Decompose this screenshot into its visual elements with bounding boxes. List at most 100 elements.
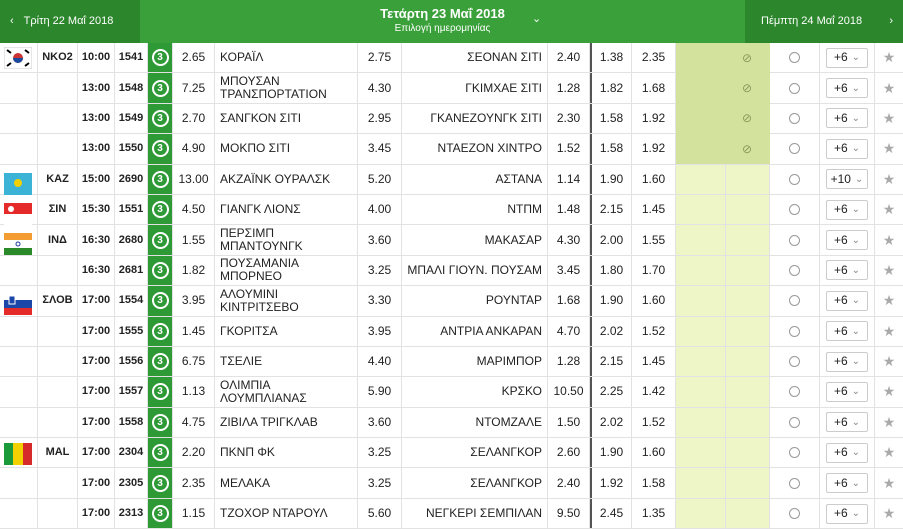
draw-odd[interactable]: 5.20 bbox=[358, 164, 402, 194]
draw-odd[interactable]: 3.60 bbox=[358, 407, 402, 438]
favorite[interactable]: ★ bbox=[882, 79, 896, 96]
away-odd[interactable]: 9.50 bbox=[548, 498, 590, 529]
home-odd[interactable]: 1.55 bbox=[173, 225, 215, 255]
double-odd[interactable]: 2.02 bbox=[590, 316, 632, 346]
away-odd[interactable]: 1.50 bbox=[548, 407, 590, 438]
double-odd[interactable]: 1.60 bbox=[632, 164, 676, 194]
more-bets-button[interactable]: +6 bbox=[826, 108, 868, 129]
away-odd[interactable]: 10.50 bbox=[548, 377, 590, 407]
double-odd[interactable]: 1.38 bbox=[590, 43, 632, 73]
double-odd[interactable]: 1.58 bbox=[632, 468, 676, 498]
draw-odd[interactable]: 3.25 bbox=[358, 468, 402, 498]
draw-odd[interactable]: 3.25 bbox=[358, 438, 402, 468]
home-odd[interactable]: 6.75 bbox=[173, 346, 215, 377]
double-odd[interactable]: 1.60 bbox=[632, 438, 676, 468]
more-bets-button[interactable]: +6 bbox=[826, 78, 868, 99]
more-bets-button[interactable]: +6 bbox=[826, 442, 868, 463]
double-odd[interactable]: 1.92 bbox=[632, 134, 676, 164]
favorite[interactable]: ★ bbox=[882, 261, 896, 278]
double-odd[interactable]: 1.42 bbox=[632, 377, 676, 407]
draw-odd[interactable]: 4.30 bbox=[358, 73, 402, 103]
double-odd[interactable]: 1.90 bbox=[590, 286, 632, 316]
date-picker[interactable]: Τετάρτη 23 Μαΐ 2018 Επιλογή ημερομηνίας bbox=[140, 6, 745, 34]
favorite[interactable]: ★ bbox=[882, 413, 896, 430]
prev-day[interactable]: ‹ Τρίτη 22 Μαΐ 2018 bbox=[0, 0, 140, 43]
away-odd[interactable]: 1.28 bbox=[548, 73, 590, 103]
away-odd[interactable]: 1.14 bbox=[548, 164, 590, 194]
draw-odd[interactable]: 2.95 bbox=[358, 103, 402, 134]
double-odd[interactable]: 1.58 bbox=[590, 134, 632, 164]
double-odd[interactable]: 1.45 bbox=[632, 194, 676, 225]
favorite[interactable]: ★ bbox=[882, 474, 896, 491]
double-odd[interactable]: 1.70 bbox=[632, 255, 676, 286]
more-bets-button[interactable]: +6 bbox=[826, 199, 868, 220]
more-bets-button[interactable]: +10 bbox=[826, 169, 868, 190]
double-odd[interactable]: 2.25 bbox=[590, 377, 632, 407]
more-bets-button[interactable]: +6 bbox=[826, 260, 868, 281]
more-bets-button[interactable]: +6 bbox=[826, 290, 868, 311]
away-odd[interactable]: 2.30 bbox=[548, 103, 590, 134]
more-bets-button[interactable]: +6 bbox=[826, 503, 868, 524]
favorite[interactable]: ★ bbox=[882, 444, 896, 461]
draw-odd[interactable]: 2.75 bbox=[358, 43, 402, 73]
more-bets-button[interactable]: +6 bbox=[826, 381, 868, 402]
favorite[interactable]: ★ bbox=[882, 109, 896, 126]
double-odd[interactable]: 2.45 bbox=[590, 498, 632, 529]
home-odd[interactable]: 2.65 bbox=[173, 43, 215, 73]
away-odd[interactable]: 3.45 bbox=[548, 255, 590, 286]
next-day[interactable]: Πέμπτη 24 Μαΐ 2018 › bbox=[745, 0, 903, 43]
draw-odd[interactable]: 3.25 bbox=[358, 255, 402, 286]
double-odd[interactable]: 2.15 bbox=[590, 194, 632, 225]
double-odd[interactable]: 1.92 bbox=[632, 103, 676, 134]
away-odd[interactable]: 4.30 bbox=[548, 225, 590, 255]
home-odd[interactable]: 2.35 bbox=[173, 468, 215, 498]
double-odd[interactable]: 2.00 bbox=[590, 225, 632, 255]
away-odd[interactable]: 1.28 bbox=[548, 346, 590, 377]
away-odd[interactable]: 1.68 bbox=[548, 286, 590, 316]
home-odd[interactable]: 2.70 bbox=[173, 103, 215, 134]
away-odd[interactable]: 1.52 bbox=[548, 134, 590, 164]
home-odd[interactable]: 1.45 bbox=[173, 316, 215, 346]
double-odd[interactable]: 1.45 bbox=[632, 346, 676, 377]
draw-odd[interactable]: 5.60 bbox=[358, 498, 402, 529]
draw-odd[interactable]: 4.40 bbox=[358, 346, 402, 377]
favorite[interactable]: ★ bbox=[882, 505, 896, 522]
more-bets-button[interactable]: +6 bbox=[826, 47, 868, 68]
double-odd[interactable]: 1.58 bbox=[590, 103, 632, 134]
more-bets-button[interactable]: +6 bbox=[826, 412, 868, 433]
double-odd[interactable]: 1.60 bbox=[632, 286, 676, 316]
double-odd[interactable]: 1.55 bbox=[632, 225, 676, 255]
draw-odd[interactable]: 3.60 bbox=[358, 225, 402, 255]
home-odd[interactable]: 1.13 bbox=[173, 377, 215, 407]
double-odd[interactable]: 1.90 bbox=[590, 164, 632, 194]
away-odd[interactable]: 2.60 bbox=[548, 438, 590, 468]
favorite[interactable]: ★ bbox=[882, 201, 896, 218]
double-odd[interactable]: 2.02 bbox=[590, 407, 632, 438]
favorite[interactable]: ★ bbox=[882, 353, 896, 370]
double-odd[interactable]: 1.92 bbox=[590, 468, 632, 498]
double-odd[interactable]: 1.90 bbox=[590, 438, 632, 468]
home-odd[interactable]: 4.50 bbox=[173, 194, 215, 225]
double-odd[interactable]: 2.15 bbox=[590, 346, 632, 377]
more-bets-button[interactable]: +6 bbox=[826, 321, 868, 342]
favorite[interactable]: ★ bbox=[882, 292, 896, 309]
away-odd[interactable]: 4.70 bbox=[548, 316, 590, 346]
away-odd[interactable]: 2.40 bbox=[548, 468, 590, 498]
favorite[interactable]: ★ bbox=[882, 140, 896, 157]
home-odd[interactable]: 1.82 bbox=[173, 255, 215, 286]
double-odd[interactable]: 1.35 bbox=[632, 498, 676, 529]
away-odd[interactable]: 2.40 bbox=[548, 43, 590, 73]
draw-odd[interactable]: 5.90 bbox=[358, 377, 402, 407]
away-odd[interactable]: 1.48 bbox=[548, 194, 590, 225]
double-odd[interactable]: 1.52 bbox=[632, 316, 676, 346]
double-odd[interactable]: 2.35 bbox=[632, 43, 676, 73]
home-odd[interactable]: 4.75 bbox=[173, 407, 215, 438]
draw-odd[interactable]: 4.00 bbox=[358, 194, 402, 225]
home-odd[interactable]: 1.15 bbox=[173, 498, 215, 529]
double-odd[interactable]: 1.80 bbox=[590, 255, 632, 286]
home-odd[interactable]: 3.95 bbox=[173, 286, 215, 316]
more-bets-button[interactable]: +6 bbox=[826, 351, 868, 372]
home-odd[interactable]: 4.90 bbox=[173, 134, 215, 164]
double-odd[interactable]: 1.52 bbox=[632, 407, 676, 438]
draw-odd[interactable]: 3.45 bbox=[358, 134, 402, 164]
